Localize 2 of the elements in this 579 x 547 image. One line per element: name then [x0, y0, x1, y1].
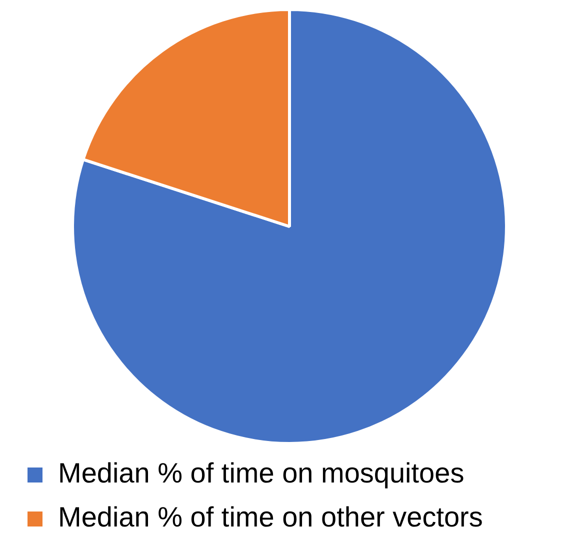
legend-label: Median % of time on mosquitoes	[58, 458, 464, 489]
legend-label: Median % of time on other vectors	[58, 502, 483, 533]
